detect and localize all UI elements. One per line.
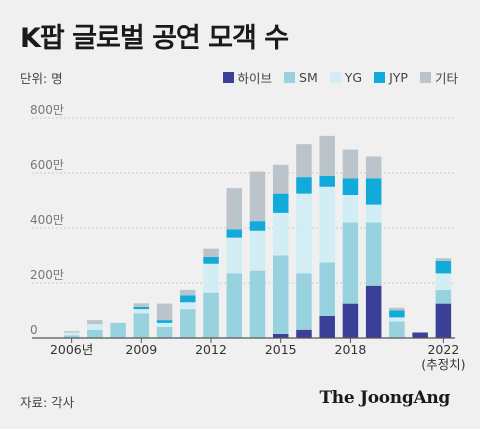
legend-item-etc: 기타 [419, 68, 458, 87]
bar-segment-etc-2014 [249, 171, 266, 222]
bar-segment-jyp-2010 [156, 320, 173, 323]
source-label: 자료: 각사 [20, 395, 75, 410]
bar-segment-yg-2011 [180, 302, 196, 310]
x-tick-label: 2015 [265, 342, 297, 357]
y-tick-label: 0 [30, 323, 38, 337]
bar-segment-yg-2006 [63, 332, 80, 336]
bar-segment-etc-2013 [226, 188, 243, 230]
bar-segment-jyp-2015 [272, 193, 289, 213]
legend-label-etc: 기타 [434, 71, 458, 86]
bar-segment-jyp-2020 [389, 310, 405, 318]
bar-segment-etc-2015 [272, 164, 289, 194]
bar-segment-jyp-2018 [342, 178, 359, 195]
legend-label-yg: YG [344, 70, 363, 85]
bar-segment-sm-2015 [272, 255, 289, 334]
legend-swatch-yg [329, 72, 341, 83]
bar-segment-yg-2010 [156, 322, 173, 327]
bar-segment-jyp-2013 [226, 229, 243, 238]
legend-swatch-hybe [222, 72, 234, 83]
x-tick-label: 2022 [427, 342, 459, 357]
bar-segment-hybe-2016 [296, 329, 312, 338]
bar-segment-etc-2006 [63, 331, 80, 333]
bar-segment-etc-2010 [156, 303, 173, 321]
legend-item-yg: YG [329, 70, 363, 85]
bar-segment-yg-2018 [342, 195, 359, 223]
bar-segment-sm-2018 [342, 222, 359, 304]
legend-item-sm: SM [284, 70, 318, 85]
bar-segment-jyp-2011 [180, 295, 196, 303]
bar-segment-yg-2012 [203, 263, 219, 293]
bar-segment-sm-2011 [180, 309, 196, 338]
bar-segment-jyp-2014 [249, 221, 266, 231]
bar-segment-sm-2020 [389, 321, 405, 338]
bar-segment-sm-2012 [203, 292, 219, 338]
bar-segment-etc-2019 [365, 156, 382, 179]
bar-segment-etc-2011 [180, 289, 196, 296]
bar-segment-etc-2020 [389, 307, 405, 311]
y-tick-label: 400만 [30, 213, 64, 227]
bar-segment-yg-2019 [365, 204, 382, 223]
bar-segment-yg-2007 [87, 324, 103, 330]
legend-item-jyp: JYP [374, 70, 408, 85]
bar-segment-yg-2022 [435, 273, 452, 290]
bar-segment-sm-2022 [435, 289, 452, 304]
bar-segment-yg-2013 [226, 237, 243, 274]
bar-segment-hybe-2019 [365, 285, 382, 338]
unit-label: 단위: 명 [20, 71, 63, 86]
bar-segment-sm-2010 [156, 327, 173, 338]
bar-segment-yg-2020 [389, 317, 405, 322]
legend-label-sm: SM [299, 70, 318, 85]
bar-segment-etc-2016 [296, 144, 312, 178]
bar-segment-jyp-2022 [435, 261, 452, 274]
bar-segment-jyp-2016 [296, 177, 312, 194]
legend: 하이브 SM YG JYP 기타 [222, 68, 458, 87]
bar-segment-jyp-2017 [319, 175, 335, 187]
legend-swatch-etc [419, 72, 431, 83]
publisher-logo: The JoongAng [319, 388, 450, 408]
x-tick-label: 2012 [195, 342, 227, 357]
legend-item-hybe: 하이브 [222, 68, 273, 87]
legend-swatch-sm [284, 72, 296, 83]
bar-segment-jyp-2012 [203, 256, 219, 264]
bar-segment-sm-2014 [249, 270, 266, 338]
legend-swatch-jyp [374, 72, 386, 83]
bar-segment-yg-2017 [319, 186, 335, 263]
bar-segment-etc-2022 [435, 258, 452, 261]
bar-segment-sm-2009 [133, 313, 150, 338]
chart-title: K팝 글로벌 공연 모객 수 [20, 23, 289, 54]
bar-segment-hybe-2021 [412, 332, 428, 338]
bar-segment-etc-2018 [342, 149, 359, 179]
bar-segment-hybe-2022 [435, 303, 452, 338]
bar-segment-hybe-2015 [272, 333, 289, 338]
bar-segment-jyp-2019 [365, 178, 382, 205]
bar-segment-etc-2012 [203, 248, 219, 257]
x-tick-label: (추정치) [421, 357, 465, 372]
bar-segment-yg-2015 [272, 212, 289, 256]
bar-segment-etc-2017 [319, 135, 335, 176]
bar-segment-sm-2019 [365, 222, 382, 286]
x-tick-label: 2018 [335, 342, 367, 357]
bar-segment-sm-2016 [296, 273, 312, 330]
bar-segment-sm-2017 [319, 262, 335, 316]
x-tick-label: 2006년 [50, 342, 93, 357]
y-tick-label: 200만 [30, 268, 64, 282]
bar-segment-hybe-2018 [342, 303, 359, 338]
bar-segment-yg-2009 [133, 309, 150, 314]
x-tick-label: 2009 [125, 342, 157, 357]
bar-segment-yg-2014 [249, 230, 266, 271]
y-tick-label: 800만 [30, 103, 64, 117]
bar-segment-sm-2008 [110, 322, 126, 338]
bar-segment-jyp-2009 [133, 306, 150, 310]
bar-segment-etc-2009 [133, 303, 150, 307]
bar-segment-yg-2016 [296, 193, 312, 274]
bar-segment-sm-2006 [63, 335, 80, 338]
legend-label-jyp: JYP [389, 70, 408, 85]
bar-segment-sm-2013 [226, 273, 243, 338]
bar-segment-etc-2007 [87, 320, 103, 325]
bar-segment-hybe-2017 [319, 316, 335, 338]
legend-label-hybe: 하이브 [237, 71, 273, 86]
bar-segment-sm-2007 [87, 329, 103, 338]
y-tick-label: 600만 [30, 158, 64, 172]
